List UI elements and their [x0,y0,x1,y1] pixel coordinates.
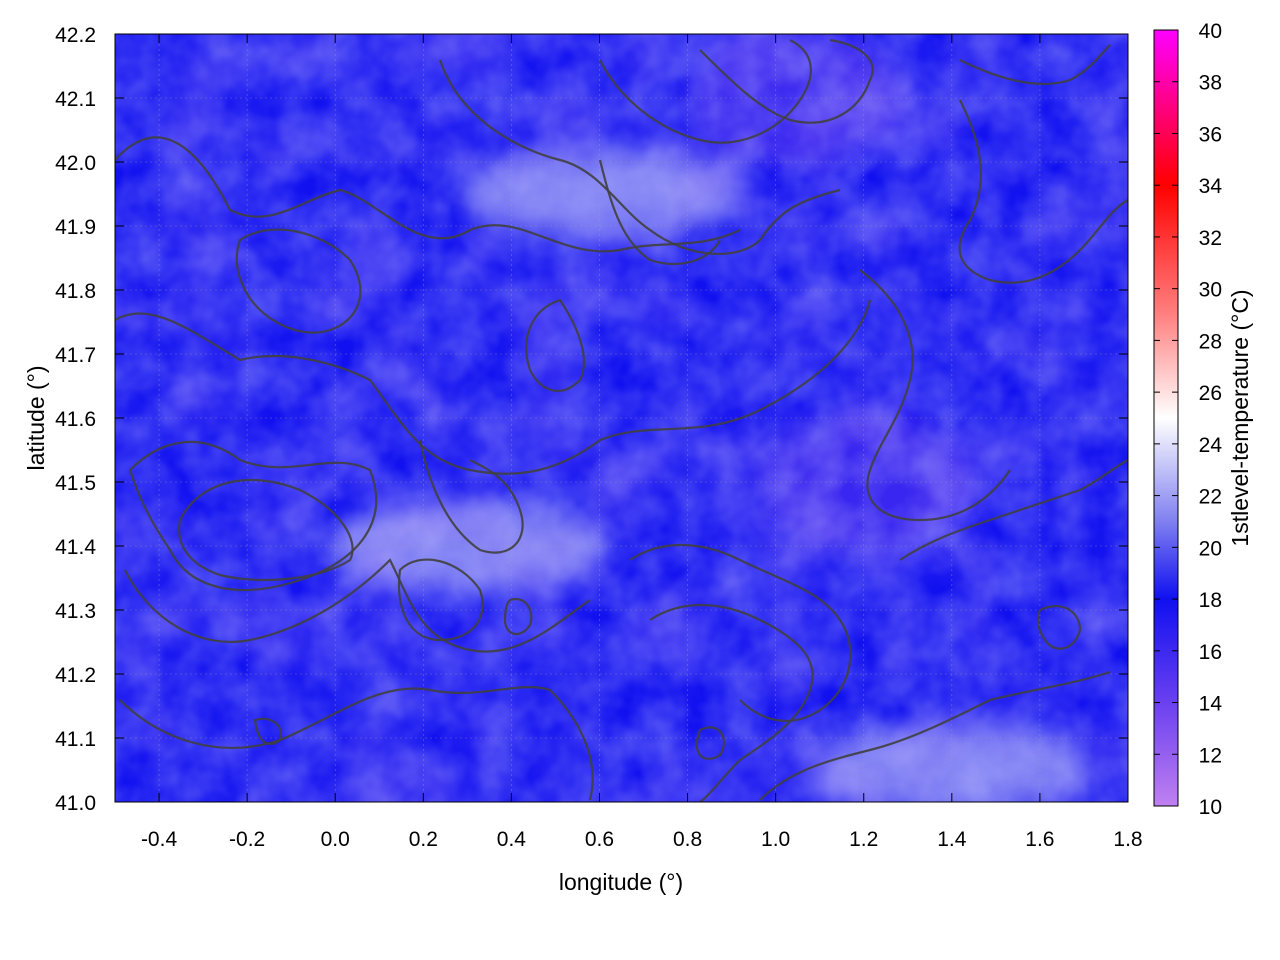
colorbar-tick-label: 12 [1199,744,1222,767]
y-tick-label: 42.1 [55,88,96,111]
contour-line [859,269,1011,522]
contour-line [629,544,852,722]
y-tick-label: 41.8 [55,280,96,303]
colorbar-title: 1stlevel-temperature (°C) [1227,289,1253,546]
y-tick-label: 41.5 [55,472,96,495]
colorbar: 10 12 14 16 18 20 22 24 26 28 30 32 34 36 38 40 1stleve… [1153,20,1253,819]
colorbar-tick-labels: 10 12 14 16 18 20 22 24 26 28 30 32 34 36 38 40 [1199,20,1223,819]
contour-line [695,726,726,760]
y-tick-label: 41.6 [55,408,96,431]
x-tick-label: 1.6 [1025,828,1054,851]
contour-line [959,44,1111,86]
contour-line [525,298,585,392]
contour-line [503,597,533,636]
colorbar-tick-label: 26 [1199,382,1222,405]
x-axis-title: longitude (°) [559,869,683,895]
contour-line [128,440,378,592]
colorbar-tick-label: 28 [1199,330,1222,353]
contour-line [699,38,874,124]
contour-line [115,136,741,253]
colorbar-tick-label: 16 [1199,641,1222,664]
x-tick-label: -0.4 [141,828,178,851]
y-tick-label: 41.2 [55,664,96,687]
contour-line [253,717,283,745]
x-tick-label: 1.2 [849,828,878,851]
colorbar-tick-label: 36 [1199,123,1222,146]
colorbar-tick-label: 24 [1199,434,1223,457]
y-tick-label: 41.9 [55,216,96,239]
contour-line [235,228,362,334]
colorbar-tick-label: 34 [1199,175,1223,198]
y-tick-label: 42.2 [55,24,96,47]
contour-line [649,604,814,802]
contour-line [958,99,1128,284]
contour-line [598,159,721,265]
plot-area [115,34,1128,802]
x-tick-label: 1.8 [1113,828,1142,851]
colorbar-gradient [1153,29,1179,807]
contour-lines [115,38,1128,802]
colorbar-tick-label: 14 [1199,693,1223,716]
x-tick-label: 0.6 [585,828,614,851]
colorbar-tick-marks [1154,29,1178,807]
contour-line [418,439,524,554]
contour-line [1036,605,1082,650]
contour-line [599,39,812,144]
contour-line [759,670,1111,801]
colorbar-tick-label: 22 [1199,486,1222,509]
contour-line [177,478,354,582]
y-tick-label: 41.0 [55,792,96,815]
grid-lines [115,34,1128,802]
y-tick-marks [115,33,1128,803]
y-tick-label: 41.3 [55,600,96,623]
x-tick-label: 0.0 [321,828,350,851]
x-tick-labels: -0.4 -0.2 0.0 0.2 0.4 0.6 0.8 1.0 1.2 1.4 1.6 1.8 [141,828,1143,851]
contour-line [119,686,594,801]
x-tick-label: 1.4 [937,828,967,851]
colorbar-tick-label: 32 [1199,227,1222,250]
colorbar-tick-label: 10 [1199,796,1222,819]
x-tick-label: 0.2 [409,828,438,851]
y-tick-labels: 41.0 41.1 41.2 41.3 41.4 41.5 41.6 41.7 41.8 41.9… [55,24,96,815]
contour-line [115,299,872,475]
x-tick-label: -0.2 [229,828,265,851]
x-tick-label: 0.8 [673,828,702,851]
x-tick-marks [158,34,1129,802]
y-tick-label: 42.0 [55,152,96,175]
colorbar-tick-label: 40 [1199,20,1222,43]
x-tick-label: 1.0 [761,828,790,851]
contour-line [398,558,484,642]
colorbar-tick-label: 30 [1199,279,1222,302]
colorbar-tick-label: 18 [1199,589,1222,612]
contour-line [899,459,1128,561]
x-tick-label: 0.4 [497,828,527,851]
colorbar-tick-label: 20 [1199,537,1222,560]
y-tick-label: 41.4 [55,536,96,559]
y-tick-label: 41.1 [55,728,96,751]
colorbar-tick-label: 38 [1199,72,1222,95]
contour-line [124,558,591,653]
y-axis-title: latitude (°) [23,365,49,470]
contour-line [438,59,841,255]
y-tick-label: 41.7 [55,344,96,367]
